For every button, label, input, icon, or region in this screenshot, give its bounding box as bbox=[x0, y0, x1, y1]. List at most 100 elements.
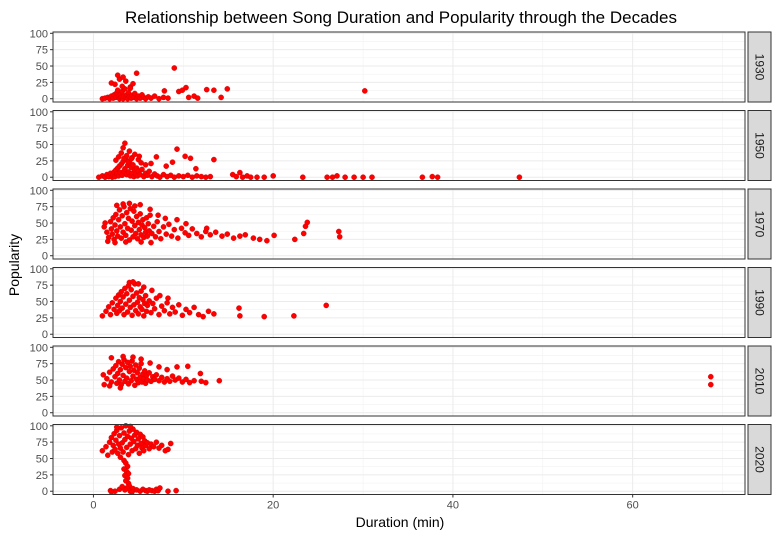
data-point bbox=[174, 364, 180, 370]
data-point bbox=[113, 211, 119, 218]
data-point bbox=[129, 312, 135, 319]
data-point bbox=[157, 292, 163, 299]
y-tick-label: 50 bbox=[36, 375, 48, 387]
data-point bbox=[211, 156, 217, 163]
data-point bbox=[117, 385, 124, 391]
data-point bbox=[218, 94, 224, 101]
data-point bbox=[152, 233, 159, 240]
facet-strip bbox=[747, 110, 772, 181]
data-point bbox=[230, 235, 237, 241]
data-point bbox=[158, 374, 165, 381]
data-point bbox=[165, 488, 171, 495]
data-point bbox=[150, 223, 157, 230]
data-point bbox=[146, 168, 152, 175]
data-point bbox=[108, 354, 115, 361]
data-point bbox=[171, 65, 178, 71]
data-point bbox=[105, 303, 112, 310]
data-point bbox=[101, 381, 107, 388]
y-tick-label: 50 bbox=[36, 140, 48, 152]
data-point bbox=[114, 202, 120, 209]
data-point bbox=[351, 174, 357, 180]
data-point bbox=[148, 239, 154, 246]
facet-strip-label: 1950 bbox=[753, 132, 767, 159]
x-tick-label: 40 bbox=[447, 500, 459, 512]
data-point bbox=[127, 363, 134, 370]
data-point bbox=[133, 70, 140, 76]
data-point bbox=[100, 371, 107, 378]
data-point bbox=[154, 218, 160, 225]
data-point bbox=[140, 447, 147, 454]
data-point bbox=[130, 354, 136, 360]
data-point bbox=[107, 218, 114, 225]
data-point bbox=[120, 74, 126, 80]
data-point bbox=[142, 161, 149, 168]
data-point bbox=[127, 423, 134, 430]
data-point bbox=[122, 220, 128, 227]
y-tick-label: 50 bbox=[36, 218, 48, 230]
data-point bbox=[131, 222, 138, 229]
data-point bbox=[149, 287, 155, 294]
facet-panel-1930: 0 25 50 75 100 1930 bbox=[30, 28, 772, 106]
data-point bbox=[270, 173, 277, 179]
y-tick-label: 25 bbox=[36, 313, 48, 325]
data-point bbox=[119, 212, 125, 219]
facet-strip-label: 2020 bbox=[753, 446, 767, 473]
data-point bbox=[156, 311, 162, 318]
data-point bbox=[304, 219, 311, 226]
y-tick-label: 0 bbox=[42, 94, 48, 106]
data-point bbox=[708, 373, 714, 380]
data-point bbox=[129, 489, 135, 495]
facet-strip bbox=[747, 345, 772, 417]
data-point bbox=[157, 235, 164, 242]
y-tick-label: 100 bbox=[30, 342, 48, 354]
panel-border bbox=[52, 345, 746, 417]
y-tick-label: 100 bbox=[30, 421, 48, 433]
data-point bbox=[175, 301, 182, 308]
data-point bbox=[122, 140, 128, 146]
data-point bbox=[120, 201, 126, 207]
data-point bbox=[299, 174, 306, 180]
y-tick-label: 25 bbox=[36, 156, 48, 168]
y-tick-label: 50 bbox=[36, 297, 48, 309]
data-point bbox=[242, 231, 249, 238]
data-point bbox=[164, 366, 170, 373]
data-point bbox=[224, 86, 231, 92]
data-point bbox=[291, 236, 298, 243]
data-point bbox=[261, 174, 268, 180]
x-axis: 0 20 40 60 bbox=[90, 494, 639, 512]
y-tick-label: 0 bbox=[42, 251, 48, 263]
data-point bbox=[254, 174, 260, 180]
data-point bbox=[120, 449, 126, 455]
data-point bbox=[131, 208, 137, 214]
panel-border bbox=[52, 424, 746, 495]
data-point bbox=[112, 222, 118, 228]
data-point bbox=[146, 369, 152, 376]
data-point bbox=[126, 297, 133, 304]
facet-panel-2020: 0 25 50 75 100 2020 bbox=[30, 421, 772, 498]
facet-strip bbox=[747, 188, 772, 260]
data-point bbox=[118, 288, 125, 295]
data-point bbox=[105, 238, 111, 245]
y-tick-label: 25 bbox=[36, 234, 48, 246]
data-point bbox=[132, 362, 139, 368]
data-point bbox=[166, 311, 173, 317]
data-point bbox=[173, 487, 179, 494]
data-point bbox=[256, 236, 263, 243]
data-point bbox=[708, 381, 714, 388]
data-point bbox=[112, 239, 118, 246]
data-point bbox=[224, 231, 231, 237]
data-point bbox=[131, 203, 138, 209]
data-point bbox=[211, 311, 217, 317]
facet-strip-label: 2010 bbox=[753, 368, 767, 395]
chart-title: Relationship between Song Duration and P… bbox=[125, 8, 677, 27]
data-point bbox=[155, 212, 161, 218]
data-point bbox=[105, 452, 111, 459]
data-point bbox=[114, 302, 121, 309]
y-tick-label: 75 bbox=[36, 280, 48, 292]
data-point bbox=[114, 370, 121, 377]
data-point bbox=[115, 154, 122, 160]
data-point bbox=[212, 229, 219, 235]
panel-background bbox=[53, 424, 745, 495]
data-point bbox=[336, 233, 343, 240]
